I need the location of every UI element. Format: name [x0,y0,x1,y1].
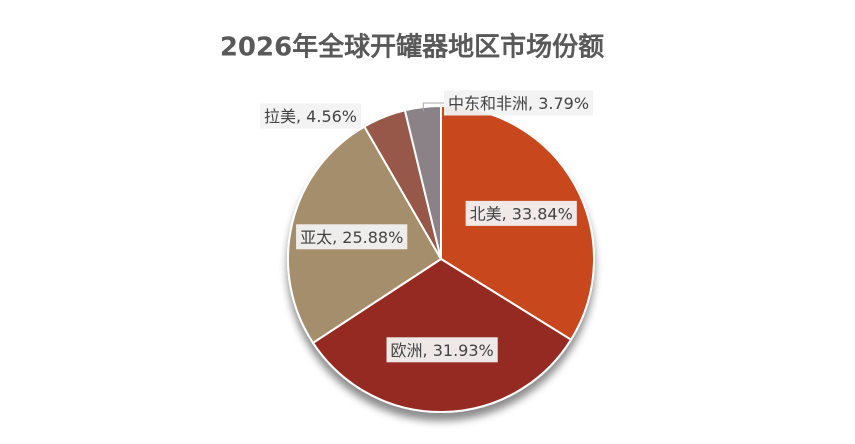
label-box [465,200,577,226]
data-label: 欧洲, 31.93% [391,340,494,359]
data-label: 拉美, 4.56% [264,107,357,126]
label-category: 亚太 [300,227,332,246]
label-category: 拉美 [264,107,296,126]
labels: 北美, 33.84% 欧洲, 31.93% 亚太, 25.88% 拉美, 4.56% 中… [259,90,594,363]
pie [287,104,595,413]
label-value: 33.84% [512,204,573,223]
label-value: 25.88% [342,227,403,246]
label-box [259,103,361,129]
label-value: 4.56% [306,107,357,126]
label-value: 31.93% [433,340,494,359]
label-category: 中东和非洲 [448,94,528,113]
pie-slice [311,257,573,413]
label-value: 3.79% [538,94,589,113]
leader-line [422,102,444,112]
data-label: 中东和非洲, 3.79% [448,94,589,113]
label-box [296,224,408,250]
label-category: 欧洲 [391,340,423,359]
label-category: 北美 [470,204,502,223]
data-label: 北美, 33.84% [470,204,573,223]
label-box [444,90,594,116]
label-box [386,337,498,363]
chart-title: 2026年全球开罐器地区市场份额 [220,32,604,63]
data-label: 亚太, 25.88% [300,227,403,246]
